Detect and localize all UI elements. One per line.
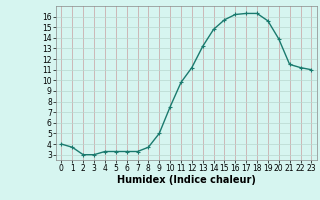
X-axis label: Humidex (Indice chaleur): Humidex (Indice chaleur) (117, 175, 256, 185)
